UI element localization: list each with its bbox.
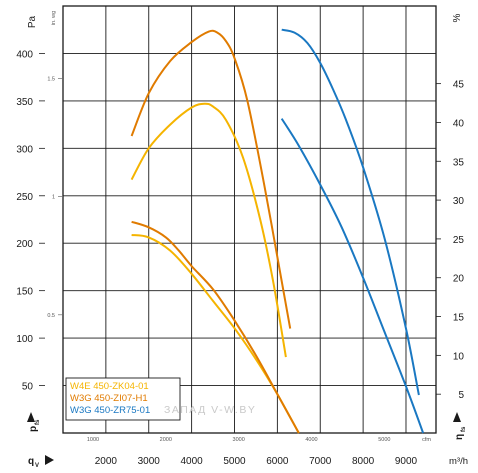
y2-tick-label: 30 [453,196,465,207]
x-cfm-tick-label: 2000 [160,437,172,443]
y2-tick-label: 20 [453,274,465,285]
x-symbol: q [28,456,34,467]
axes: 50 100 150 200 250 300 350 400 0.5 1 1.5 Pa in. wg 5 1… [16,11,468,469]
legend-entry-2: W3G 450-ZR75-01 [70,405,150,416]
y-inwg-tick-label: 0.5 [47,313,55,319]
y-tick-label: 100 [16,334,33,345]
y-tick-label: 400 [16,49,33,60]
series-2-pressure-line [281,28,420,396]
y-symbol-sub: fs [35,419,41,425]
x-cfm-tick-label: 5000 [378,437,390,443]
y-tick-label: 300 [16,144,33,155]
y-inwg-tick-label: 1.5 [47,76,55,82]
x-cfm-tick-label: 4000 [305,437,317,443]
x-cfm-tick-label: 1000 [87,437,99,443]
series-1-pressure-line [130,29,292,329]
x-tick-label: 5000 [223,456,246,467]
legend-box [65,377,181,421]
y2-symbol: η [454,434,465,440]
y2-symbol-sub: fs [461,426,467,432]
x-tick-label: 3000 [138,456,161,467]
x-symbol-sub: V [35,463,39,469]
x-cfm-tick-label: 3000 [233,437,245,443]
plot-frame [62,5,437,434]
watermark-text: ЗАПАД V-W.BY [164,404,256,416]
y-unit-label: Pa [27,15,38,28]
x-tick-label: 6000 [266,456,289,467]
x-tick-label: 7000 [309,456,332,467]
y2-tick-label: 5 [458,390,464,401]
y-tick-label: 200 [16,239,33,250]
y2-tick-label: 15 [453,313,465,324]
y2-unit-label: % [452,13,463,22]
x-tick-label: 9000 [395,456,418,467]
x-tick-label: 8000 [352,456,375,467]
series-2-efficiency-line [280,118,425,434]
y-arrow-icon [27,412,35,422]
series-0-pressure-line [130,102,287,358]
legend-entry-1: W3G 450-ZI07-H1 [70,393,148,404]
y2-tick-label: 25 [453,235,465,246]
y2-tick-label: 45 [453,80,465,91]
y-symbol: p [28,426,39,432]
y2-tick-label: 10 [453,351,465,362]
x-tick-label: 2000 [95,456,118,467]
y2-tick-label: 35 [453,157,465,168]
x-arrow-icon [45,455,54,465]
legend-entry-0: W4E 450-ZK04-01 [70,381,149,392]
x-unit-label: m³/h [449,456,468,467]
x-cfm-unit-label: cfm [422,437,431,443]
y2-tick-label: 40 [453,118,465,129]
curves [130,28,425,434]
series-1-efficiency-line [131,220,300,434]
y-tick-label: 350 [16,97,33,108]
y-tick-label: 50 [22,382,34,393]
y2-arrow-icon [453,412,461,422]
y-tick-label: 150 [16,287,33,298]
x-tick-label: 4000 [180,456,203,467]
y-inwg-unit-label: in. wg [51,11,57,25]
y-tick-label: 250 [16,192,33,203]
y-inwg-tick-label: 1 [52,195,55,201]
